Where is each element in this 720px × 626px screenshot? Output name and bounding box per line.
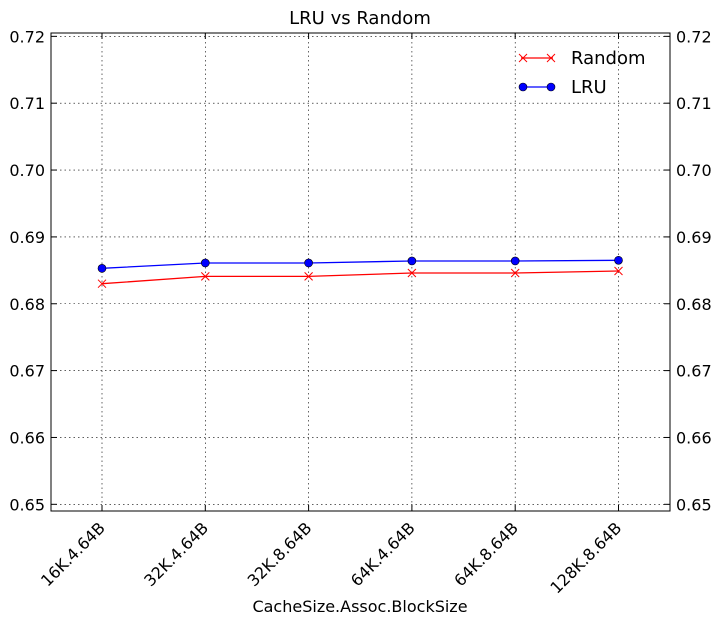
y-tick-label-left: 0.69 [9, 228, 45, 247]
legend-item-lru: LRU [518, 77, 607, 98]
y-tick-label-left: 0.71 [9, 94, 45, 113]
x-tick-label: 64K.4.64B [347, 518, 419, 590]
chart-title: LRU vs Random [289, 8, 431, 29]
legend: Random LRU [518, 48, 646, 98]
legend-marker [518, 53, 528, 63]
y-tick-label-left: 0.65 [9, 495, 45, 514]
random-data-point [510, 268, 520, 278]
y-tick-label-right: 0.67 [676, 362, 712, 381]
x-tick-label: 128K.8.64B [546, 518, 625, 597]
legend-marker [546, 53, 556, 63]
y-tick-label-right: 0.70 [676, 161, 712, 180]
y-tick-label-right: 0.65 [676, 495, 712, 514]
x-tick-label: 32K.8.64B [244, 518, 316, 590]
y-tick-label-left: 0.67 [9, 362, 45, 381]
plot-frame [50, 32, 671, 512]
lru-data-point [201, 258, 210, 268]
y-tick-label-left: 0.66 [9, 428, 45, 447]
random-data-point [304, 271, 313, 281]
y-tick-label-left: 0.68 [9, 295, 45, 314]
x-axis-label: CacheSize.Assoc.BlockSize [252, 597, 467, 616]
random-data-point [200, 271, 210, 281]
y-tick-label-right: 0.72 [676, 27, 712, 46]
y-tick-label-right: 0.66 [676, 428, 712, 447]
legend-marker [546, 82, 556, 92]
y-tick-label-left: 0.72 [9, 27, 45, 46]
series-layer [97, 256, 623, 289]
x-tick-label: 32K.4.64B [140, 518, 212, 590]
y-tick-label-right: 0.69 [676, 228, 712, 247]
lru-data-point [510, 256, 520, 266]
random-series-line [101, 270, 619, 285]
random-data-point [407, 268, 417, 278]
legend-label: Random [571, 48, 646, 69]
random-data-point [97, 279, 107, 289]
y-tick-label-right: 0.71 [676, 94, 712, 113]
legend-label: LRU [571, 77, 607, 98]
lru-data-point [614, 256, 623, 265]
legend-marker [518, 82, 528, 92]
legend-item-random: Random [518, 48, 646, 69]
lru-data-point [97, 264, 107, 273]
random-data-point [614, 266, 623, 276]
y-tick-label-left: 0.70 [9, 161, 45, 180]
lru-series-line [101, 259, 619, 269]
x-tick-label: 16K.4.64B [37, 518, 109, 590]
lru-data-point [304, 258, 313, 268]
x-tick-label: 64K.8.64B [450, 518, 522, 590]
y-tick-label-right: 0.68 [676, 295, 712, 314]
axis-ticks: 16K.4.64B 32K.4.64B 32K.8.64B 64K.4.64B 64K.… [9, 27, 711, 597]
lru-data-point [407, 256, 417, 266]
